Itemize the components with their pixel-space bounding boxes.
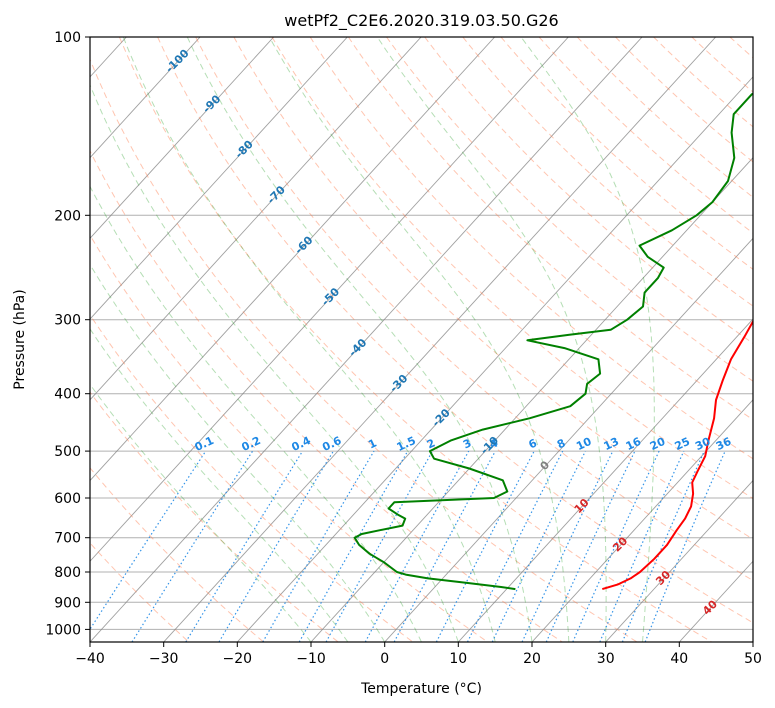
moist-adiabat — [90, 328, 349, 642]
x-tick-label: 50 — [744, 651, 762, 667]
moist-adiabat — [520, 37, 655, 642]
y-axis-label: Pressure (hPa) — [12, 289, 28, 389]
plot-frame — [89, 36, 754, 643]
moist-adiabat — [376, 37, 607, 642]
isotherm-line — [605, 479, 753, 642]
dry-adiabat — [233, 37, 753, 540]
y-tick-label: 700 — [54, 531, 81, 547]
mixing-ratio-line — [572, 450, 660, 642]
mixing-ratio-label: 10 — [574, 435, 594, 453]
moist-adiabat — [122, 37, 496, 642]
isotherm-line — [384, 237, 753, 642]
dry-adiabat — [118, 37, 712, 642]
x-tick-label: −40 — [75, 651, 105, 667]
isotherm-line — [90, 37, 275, 240]
x-tick-label: −20 — [223, 651, 253, 667]
dry-adiabat — [90, 58, 638, 642]
isotherm-line — [163, 37, 717, 642]
x-tick-label: 30 — [597, 651, 615, 667]
mixing-ratio-label: 25 — [673, 435, 692, 453]
dry-adiabat — [195, 37, 753, 582]
mixing-ratio-label: 20 — [648, 435, 668, 453]
y-tick-label: 900 — [54, 595, 81, 611]
y-tick-label: 600 — [54, 491, 81, 507]
mixing-ratio-line — [644, 450, 726, 642]
x-tick-label: 10 — [449, 651, 467, 667]
dry-adiabat — [90, 149, 563, 642]
x-tick-label: 40 — [670, 651, 688, 667]
isotherm-line — [236, 76, 753, 642]
dry-adiabat — [90, 314, 414, 642]
moist-adiabat — [186, 37, 533, 642]
moist-adiabat — [90, 383, 312, 642]
y-tick-label: 300 — [54, 313, 81, 329]
mixing-ratio-line — [621, 450, 705, 642]
dry-adiabat — [538, 37, 753, 234]
y-tick-label: 1000 — [45, 622, 81, 638]
mixing-ratio-line — [393, 450, 496, 642]
y-tick-label: 800 — [54, 565, 81, 581]
dry-adiabat — [90, 391, 339, 642]
dry-adiabat — [90, 234, 488, 642]
chart-title: wetPf2_C2E6.2020.319.03.50.G26 — [284, 11, 558, 31]
dry-adiabat — [157, 37, 753, 624]
isotherm-line — [457, 318, 753, 642]
mixing-ratio-label: 13 — [602, 435, 621, 453]
mixing-ratio-line — [185, 450, 304, 642]
temperature-line — [602, 319, 753, 591]
x-tick-label: −10 — [296, 651, 326, 667]
x-tick-label: 20 — [523, 651, 541, 667]
isotherm-line — [90, 37, 569, 562]
dry-adiabat — [462, 37, 753, 307]
dry-adiabat — [386, 37, 753, 382]
dry-adiabat — [309, 37, 753, 460]
y-tick-label: 100 — [54, 30, 81, 46]
x-axis-label: Temperature (°C) — [360, 681, 482, 697]
mixing-ratio-line — [90, 450, 207, 631]
moist-adiabat — [268, 37, 570, 642]
isotherm-line — [310, 156, 753, 642]
moist-adiabat — [90, 83, 459, 642]
dry-adiabat — [424, 37, 753, 344]
isotherm-line — [531, 399, 753, 642]
mixing-ratio-line — [599, 450, 685, 642]
isotherm-line — [90, 37, 643, 642]
isotherm-line — [90, 37, 422, 401]
y-tick-label: 500 — [54, 444, 81, 460]
mixing-ratio-line — [466, 450, 564, 642]
y-tick-label: 400 — [54, 387, 81, 403]
x-tick-label: −30 — [149, 651, 179, 667]
isotherm-line — [90, 37, 201, 159]
mixing-ratio-label: 16 — [624, 435, 644, 453]
dry-adiabat — [576, 37, 753, 198]
dry-adiabat — [347, 37, 753, 421]
isotherm-line — [90, 37, 496, 482]
x-tick-label: 0 — [380, 651, 389, 667]
mixing-ratio-line — [325, 450, 434, 642]
moist-adiabat — [90, 263, 386, 642]
mixing-ratio-line — [364, 450, 470, 642]
mixing-ratio-line — [131, 450, 254, 642]
mixing-ratio-label: 30 — [693, 435, 713, 453]
dewpoint-line — [353, 92, 753, 591]
moist-adiabat — [90, 185, 422, 642]
y-tick-label: 200 — [54, 208, 81, 224]
mixing-ratio-label: 36 — [714, 435, 734, 453]
isotherm-line — [90, 37, 348, 320]
